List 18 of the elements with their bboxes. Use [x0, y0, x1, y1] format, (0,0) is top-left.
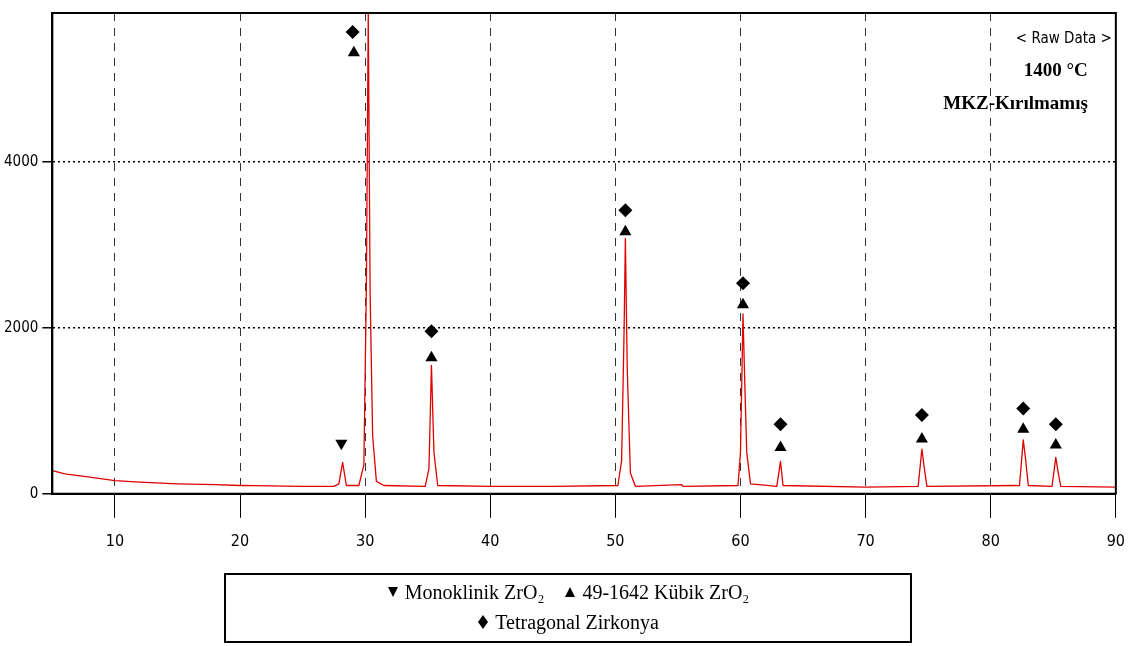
annotation: 1400 °C — [1023, 59, 1088, 80]
annotation: < Raw Data > — [1015, 29, 1112, 47]
x-tick-label: 10 — [105, 530, 125, 550]
annotation: MKZ-Kırılmamış — [943, 92, 1088, 113]
y-tick-label: 4000 — [3, 152, 39, 171]
x-tick-label: 70 — [856, 530, 875, 550]
x-tick-label: 60 — [731, 530, 750, 550]
legend-label: Monoklinik ZrO₂ — [404, 581, 545, 603]
x-tick-label: 30 — [355, 530, 375, 550]
legend-label: Tetragonal Zirkonya — [495, 611, 659, 633]
x-tick-label: 50 — [606, 530, 625, 550]
legend-label: 49-1642 Kübik ZrO₂ — [582, 581, 750, 603]
x-tick-label: 80 — [981, 530, 1000, 550]
y-tick-label: 0 — [29, 483, 39, 502]
x-tick-label: 20 — [230, 530, 250, 550]
y-tick-label: 2000 — [3, 317, 39, 336]
x-tick-label: 90 — [1106, 530, 1125, 550]
x-tick-label: 40 — [481, 530, 500, 550]
